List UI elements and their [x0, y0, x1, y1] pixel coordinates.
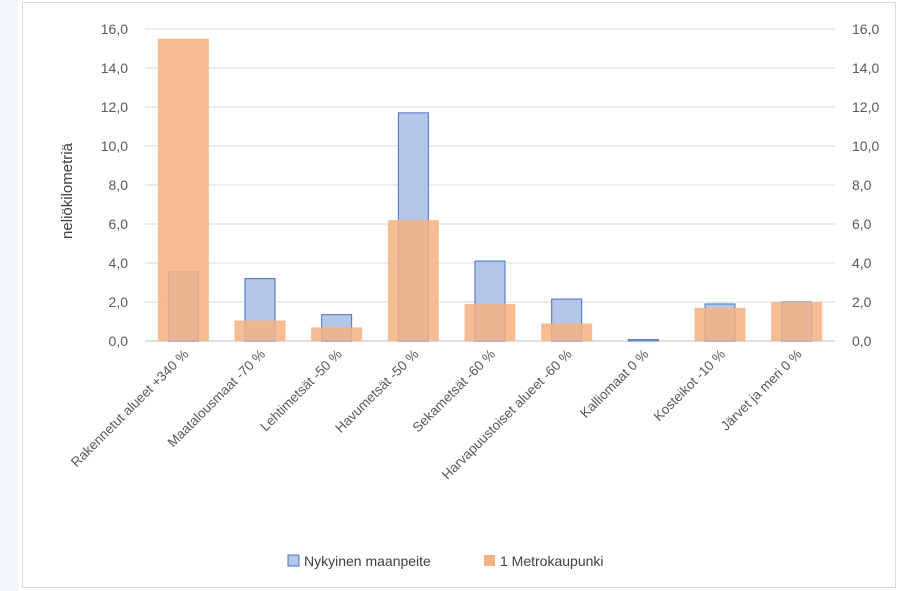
category-label: Kalliomaat 0 %: [577, 347, 651, 421]
y-tick-label: 4,0: [109, 255, 129, 271]
legend: Nykyinen maanpeite 1 Metrokaupunki: [287, 553, 604, 569]
y-tick-label: 16,0: [101, 21, 128, 37]
y2-tick-label: 8,0: [852, 177, 872, 193]
y2-tick-label: 2,0: [852, 294, 872, 310]
category-label: Kosteikot -10 %: [651, 347, 728, 424]
legend-label-nykyinen: Nykyinen maanpeite: [304, 553, 431, 569]
y-tick-label: 2,0: [109, 294, 129, 310]
right-axis-ticks: 0,0 2,0 4,0 6,0 8,0 10,0 12,0 14,0 16,0: [852, 21, 879, 349]
bar-nykyinen: [627, 339, 659, 342]
category-label: Havumetsät -50 %: [332, 347, 421, 436]
y-tick-label: 12,0: [101, 99, 128, 115]
y2-tick-label: 16,0: [852, 21, 879, 37]
bar-metrokaupunki: [311, 327, 363, 341]
left-axis-ticks: 0,0 2,0 4,0 6,0 8,0 10,0 12,0 14,0 16,0: [101, 21, 128, 349]
category-labels: Rakennetut alueet +340 %Maatalousmaat -7…: [68, 347, 805, 483]
category-label: Rakennetut alueet +340 %: [68, 347, 191, 470]
y-tick-label: 10,0: [101, 138, 128, 154]
bars: [157, 38, 823, 342]
y2-tick-label: 10,0: [852, 138, 879, 154]
bar-metrokaupunki: [234, 320, 286, 341]
y2-tick-label: 12,0: [852, 99, 879, 115]
y-tick-label: 0,0: [109, 333, 129, 349]
bar-metrokaupunki: [157, 38, 209, 341]
bar-metrokaupunki: [694, 307, 746, 341]
left-window-strip: [0, 0, 18, 591]
y-tick-label: 14,0: [101, 60, 128, 76]
bar-metrokaupunki: [464, 303, 516, 341]
category-label: Järvet ja meri 0 %: [718, 347, 805, 434]
y-axis-label: neliökilometriä: [59, 142, 76, 239]
category-label: Harvapuustoiset alueet -60 %: [439, 347, 575, 483]
legend-swatch-metrokaupunki: [484, 555, 495, 566]
legend-swatch-nykyinen: [287, 554, 300, 567]
bar-metrokaupunki: [541, 323, 593, 341]
y2-tick-label: 6,0: [852, 216, 872, 232]
y2-tick-label: 4,0: [852, 255, 872, 271]
category-label: Sekametsät -60 %: [410, 347, 499, 436]
y2-tick-label: 14,0: [852, 60, 879, 76]
bar-metrokaupunki: [387, 220, 439, 341]
y2-tick-label: 0,0: [852, 333, 872, 349]
y-tick-label: 6,0: [109, 216, 129, 232]
legend-label-metrokaupunki: 1 Metrokaupunki: [500, 553, 604, 569]
category-label: Lehtimetsät -50 %: [257, 347, 345, 435]
y-tick-label: 8,0: [109, 177, 129, 193]
bar-metrokaupunki: [771, 302, 823, 341]
